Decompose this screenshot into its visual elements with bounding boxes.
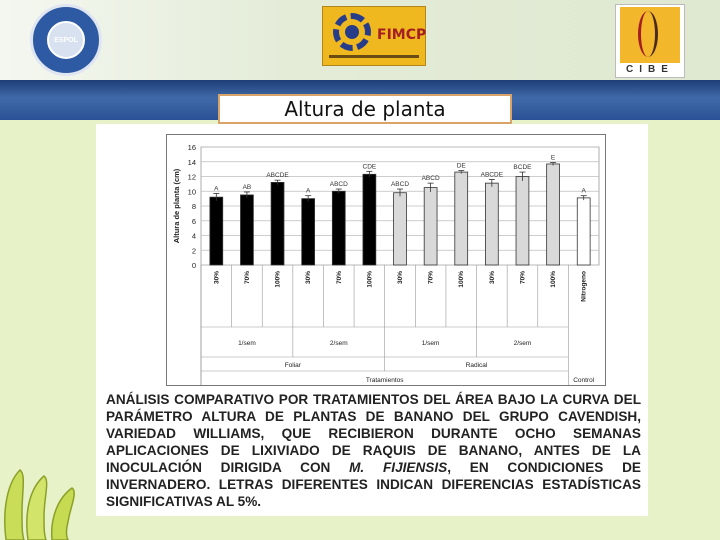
x-tick-label: 30% <box>397 271 404 284</box>
x-tick-label: Nitrogeno <box>581 271 588 302</box>
chart-frame: 0 2 4 6 8 10 12 14 16 Altura de planta (cm) A AB ABC… <box>166 134 606 386</box>
bar <box>240 194 254 266</box>
significance-label: ABCD <box>391 181 409 188</box>
gear-hub <box>345 25 359 39</box>
significance-label: BCDE <box>513 164 532 171</box>
bar <box>270 182 285 266</box>
x-tick-label: 30% <box>305 271 312 284</box>
application-label: Foliar <box>285 362 302 369</box>
fimcp-gear-logo: FIMCP <box>322 6 426 66</box>
caption-text-1: Análisis comparativo por tratamientos de… <box>106 392 641 475</box>
caption-species: M. fijiensis <box>349 460 448 475</box>
espol-seal-center <box>47 21 85 59</box>
application-label: Radical <box>466 362 488 369</box>
bar <box>576 197 591 266</box>
x-tick-label: 30% <box>489 271 496 284</box>
y-axis-label: Altura de planta (cm) <box>172 168 181 243</box>
significance-label: ABCDE <box>266 172 289 179</box>
frequency-label: 1/sem <box>422 340 440 347</box>
x-tick-label: 70% <box>336 271 343 284</box>
control-label: Control <box>573 377 595 384</box>
bar <box>423 187 438 266</box>
y-tick-label: 4 <box>192 232 196 241</box>
y-tick-label: 10 <box>188 187 196 196</box>
x-tick-label: 30% <box>213 271 220 284</box>
significance-label: DE <box>457 163 467 170</box>
significance-label: ABCDE <box>481 171 504 178</box>
bar <box>485 182 499 266</box>
y-tick-label: 12 <box>188 173 196 182</box>
x-tick-label: 100% <box>550 271 557 288</box>
significance-label: ABCD <box>422 175 440 182</box>
fimcp-logo-text: FIMCP <box>377 27 427 43</box>
x-tick-label: 100% <box>275 271 282 288</box>
x-tick-label: 70% <box>244 271 251 284</box>
bar <box>546 163 560 266</box>
bar <box>301 198 315 266</box>
significance-label: CDE <box>363 163 377 170</box>
bananas-icon <box>4 469 75 540</box>
x-tick-label: 100% <box>366 271 373 288</box>
x-tick-label: 70% <box>519 271 526 284</box>
slide-title: Altura de planta <box>218 94 512 124</box>
bar <box>393 192 407 266</box>
y-tick-label: 6 <box>192 217 196 226</box>
significance-label: AB <box>243 184 252 191</box>
y-tick-label: 16 <box>188 143 196 152</box>
cibe-helix-logo: CIBE <box>615 4 685 78</box>
y-tick-label: 8 <box>192 202 196 211</box>
bar <box>209 196 224 266</box>
x-tick-label: 70% <box>428 271 435 284</box>
dna-helix-icon <box>638 11 658 57</box>
espol-logo-text: ESPOL <box>54 37 78 44</box>
gear-icon <box>333 13 371 51</box>
x-tick-label: 100% <box>458 271 465 288</box>
bar <box>454 171 469 266</box>
significance-label: A <box>306 188 311 195</box>
bar <box>362 173 377 266</box>
frequency-label: 2/sem <box>330 340 348 347</box>
y-tick-label: 14 <box>188 158 196 167</box>
figure-caption: Análisis comparativo por tratamientos de… <box>106 391 641 510</box>
cibe-logo-text: CIBE <box>626 64 674 75</box>
x-axis-label: Tratamientos <box>366 377 404 384</box>
frequency-label: 2/sem <box>514 340 532 347</box>
significance-label: A <box>582 188 587 195</box>
y-tick-label: 0 <box>192 261 196 270</box>
bar <box>515 176 530 266</box>
caption-text-2: , en condiciones de invernadero. Letras … <box>106 460 641 509</box>
significance-label: E <box>551 154 556 161</box>
significance-label: ABCD <box>330 181 348 188</box>
espol-seal-logo: ESPOL <box>30 4 102 76</box>
fimcp-logo-subline <box>329 55 419 58</box>
significance-label: A <box>214 185 219 192</box>
bar <box>331 190 346 266</box>
frequency-label: 1/sem <box>238 340 256 347</box>
y-tick-label: 2 <box>192 246 196 255</box>
slide-header: ESPOL FIMCP CIBE <box>0 0 720 80</box>
